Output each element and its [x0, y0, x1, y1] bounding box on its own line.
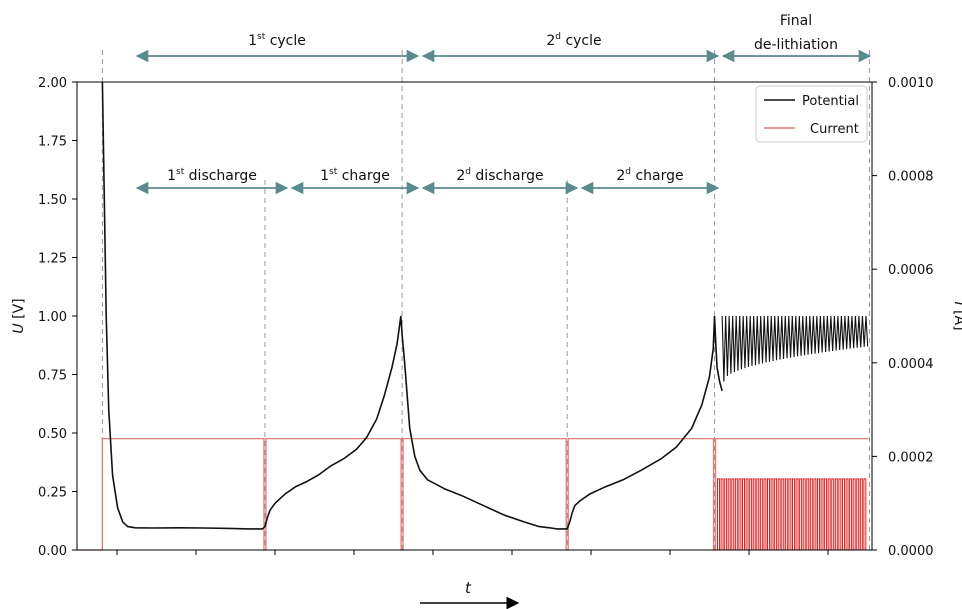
- right-axis: 0.0000 0.0002 0.0004 0.0006 0.0008 0.0010: [872, 76, 934, 559]
- left-tick-label: 0.25: [38, 486, 67, 501]
- label-charge-2: 2d charge: [616, 167, 683, 184]
- right-tick-label: 0.0008: [888, 170, 934, 185]
- y-label-right: I [A]: [951, 301, 962, 330]
- label-final-line2: de-lithiation: [754, 37, 838, 53]
- left-tick-label: 0.00: [38, 544, 67, 559]
- left-tick-label: 1.50: [38, 193, 67, 208]
- legend-label-current: Current: [810, 122, 859, 137]
- x-label: t: [465, 579, 472, 597]
- left-tick-label: 0.75: [38, 369, 67, 384]
- label-cycle-1: 1st cycle: [248, 32, 306, 49]
- legend-label-potential: Potential: [802, 94, 859, 109]
- potential-line: [101, 81, 723, 530]
- label-discharge-2: 2d discharge: [456, 167, 543, 184]
- left-axis: 0.00 0.25 0.50 0.75 1.00 1.25 1.50 1.75 2.00: [38, 76, 77, 559]
- left-tick-label: 0.50: [38, 427, 67, 442]
- right-tick-label: 0.0002: [888, 450, 934, 465]
- current-pulses: [717, 478, 867, 551]
- legend: Potential Current: [755, 85, 868, 143]
- right-tick-label: 0.0010: [888, 76, 934, 91]
- bottom-axis: [116, 550, 829, 555]
- phase-dividers: [101, 50, 870, 550]
- potential-oscillation: [721, 315, 869, 382]
- label-discharge-1: 1st discharge: [167, 167, 257, 184]
- right-tick-label: 0.0004: [888, 357, 934, 372]
- current-series: [77, 437, 869, 551]
- label-cycle-2: 2d cycle: [546, 32, 601, 49]
- y-label-left: U [V]: [11, 298, 27, 333]
- label-charge-1: 1st charge: [320, 167, 390, 184]
- left-tick-label: 2.00: [38, 76, 67, 91]
- left-tick-label: 1.75: [38, 135, 67, 150]
- left-tick-label: 1.00: [38, 310, 67, 325]
- phase-annotations-mid: 1st discharge 1st charge 2d discharge 2d…: [135, 167, 720, 195]
- current-line: [77, 437, 869, 551]
- right-tick-label: 0.0006: [888, 263, 934, 278]
- potential-series: [101, 81, 869, 530]
- phase-annotations-top: 1st cycle 2d cycle Final de-lithiation: [135, 13, 872, 63]
- left-tick-label: 1.25: [38, 252, 67, 267]
- right-tick-label: 0.0000: [888, 544, 934, 559]
- label-final-line1: Final: [780, 13, 812, 29]
